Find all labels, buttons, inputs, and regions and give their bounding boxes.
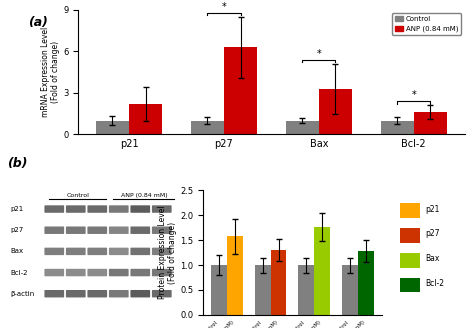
FancyBboxPatch shape [400, 253, 420, 268]
Bar [96, 120, 129, 134]
Bar [342, 265, 358, 315]
Bar [358, 251, 374, 315]
FancyBboxPatch shape [109, 290, 128, 297]
FancyBboxPatch shape [130, 205, 150, 213]
FancyBboxPatch shape [66, 290, 86, 297]
Text: Control: Control [66, 193, 89, 198]
Bar [211, 265, 227, 315]
Text: *: * [221, 2, 226, 12]
Bar [381, 120, 414, 134]
FancyBboxPatch shape [400, 228, 420, 243]
FancyBboxPatch shape [152, 248, 172, 255]
FancyBboxPatch shape [45, 248, 64, 255]
FancyBboxPatch shape [45, 290, 64, 297]
FancyBboxPatch shape [400, 203, 420, 218]
Text: *: * [317, 49, 321, 59]
FancyBboxPatch shape [66, 248, 86, 255]
Bar [255, 265, 271, 315]
Text: Bax: Bax [10, 248, 24, 255]
FancyBboxPatch shape [45, 205, 64, 213]
Text: Bcl-2: Bcl-2 [425, 279, 444, 288]
FancyBboxPatch shape [130, 226, 150, 234]
Bar [227, 236, 243, 315]
Bar [319, 89, 352, 134]
FancyBboxPatch shape [152, 290, 172, 297]
FancyBboxPatch shape [152, 269, 172, 276]
Text: (b): (b) [7, 157, 27, 171]
Bar [314, 227, 330, 315]
Text: β-actin: β-actin [10, 291, 35, 297]
FancyBboxPatch shape [45, 226, 64, 234]
FancyBboxPatch shape [109, 205, 128, 213]
Text: ANP (0.84 mM): ANP (0.84 mM) [120, 193, 167, 198]
FancyBboxPatch shape [130, 290, 150, 297]
Bar [299, 265, 314, 315]
Bar [224, 47, 257, 134]
Text: (a): (a) [28, 16, 48, 29]
Y-axis label: mRNA Expression Level
(Fold of change): mRNA Expression Level (Fold of change) [41, 27, 60, 117]
FancyBboxPatch shape [66, 269, 86, 276]
Text: Bcl-2: Bcl-2 [10, 270, 28, 276]
Y-axis label: Protein Expression Level
(Fold of change): Protein Expression Level (Fold of change… [158, 206, 177, 299]
Bar [271, 250, 286, 315]
FancyBboxPatch shape [66, 226, 86, 234]
Bar [129, 104, 162, 134]
Bar [286, 120, 319, 134]
Bar [414, 112, 447, 134]
FancyBboxPatch shape [87, 290, 107, 297]
FancyBboxPatch shape [87, 248, 107, 255]
Text: Bax: Bax [425, 254, 439, 263]
Text: p21: p21 [10, 206, 24, 212]
Bar [191, 120, 224, 134]
FancyBboxPatch shape [87, 269, 107, 276]
FancyBboxPatch shape [152, 226, 172, 234]
FancyBboxPatch shape [130, 269, 150, 276]
Text: p21: p21 [425, 205, 439, 214]
FancyBboxPatch shape [87, 226, 107, 234]
FancyBboxPatch shape [66, 205, 86, 213]
FancyBboxPatch shape [87, 205, 107, 213]
Text: p27: p27 [10, 227, 24, 233]
FancyBboxPatch shape [109, 248, 128, 255]
FancyBboxPatch shape [152, 205, 172, 213]
Text: p27: p27 [425, 230, 439, 238]
Legend: Control, ANP (0.84 mM): Control, ANP (0.84 mM) [392, 13, 461, 35]
FancyBboxPatch shape [130, 248, 150, 255]
FancyBboxPatch shape [109, 226, 128, 234]
FancyBboxPatch shape [109, 269, 128, 276]
Text: *: * [411, 91, 416, 100]
FancyBboxPatch shape [45, 269, 64, 276]
FancyBboxPatch shape [400, 277, 420, 293]
